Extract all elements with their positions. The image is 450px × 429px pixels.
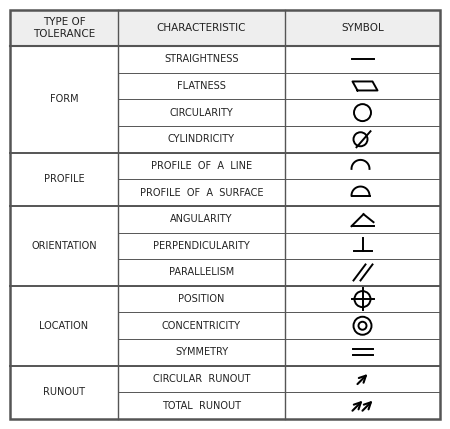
Text: ANGULARITY: ANGULARITY xyxy=(170,214,233,224)
Text: PROFILE  OF  A  LINE: PROFILE OF A LINE xyxy=(151,161,252,171)
Text: RUNOUT: RUNOUT xyxy=(43,387,85,397)
Text: POSITION: POSITION xyxy=(178,294,225,304)
Text: PERPENDICULARITY: PERPENDICULARITY xyxy=(153,241,250,251)
Text: TOTAL  RUNOUT: TOTAL RUNOUT xyxy=(162,401,241,411)
Text: FLATNESS: FLATNESS xyxy=(177,81,226,91)
Text: PARALLELISM: PARALLELISM xyxy=(169,267,234,278)
Bar xyxy=(10,10,118,46)
Bar xyxy=(285,10,440,46)
Bar xyxy=(118,10,285,46)
Text: PROFILE: PROFILE xyxy=(44,174,84,184)
Text: CHARACTERISTIC: CHARACTERISTIC xyxy=(157,23,246,33)
Text: STRAIGHTNESS: STRAIGHTNESS xyxy=(164,54,239,64)
Text: ORIENTATION: ORIENTATION xyxy=(31,241,97,251)
Text: LOCATION: LOCATION xyxy=(40,321,89,331)
Text: CIRCULAR  RUNOUT: CIRCULAR RUNOUT xyxy=(153,374,250,384)
Text: CONCENTRICITY: CONCENTRICITY xyxy=(162,321,241,331)
Text: FORM: FORM xyxy=(50,94,78,104)
Text: CIRCULARITY: CIRCULARITY xyxy=(170,108,234,118)
Text: SYMBOL: SYMBOL xyxy=(341,23,384,33)
Text: SYMMETRY: SYMMETRY xyxy=(175,347,228,357)
Text: CYLINDRICITY: CYLINDRICITY xyxy=(168,134,235,144)
Text: TYPE OF
TOLERANCE: TYPE OF TOLERANCE xyxy=(33,17,95,39)
Text: PROFILE  OF  A  SURFACE: PROFILE OF A SURFACE xyxy=(140,187,263,197)
